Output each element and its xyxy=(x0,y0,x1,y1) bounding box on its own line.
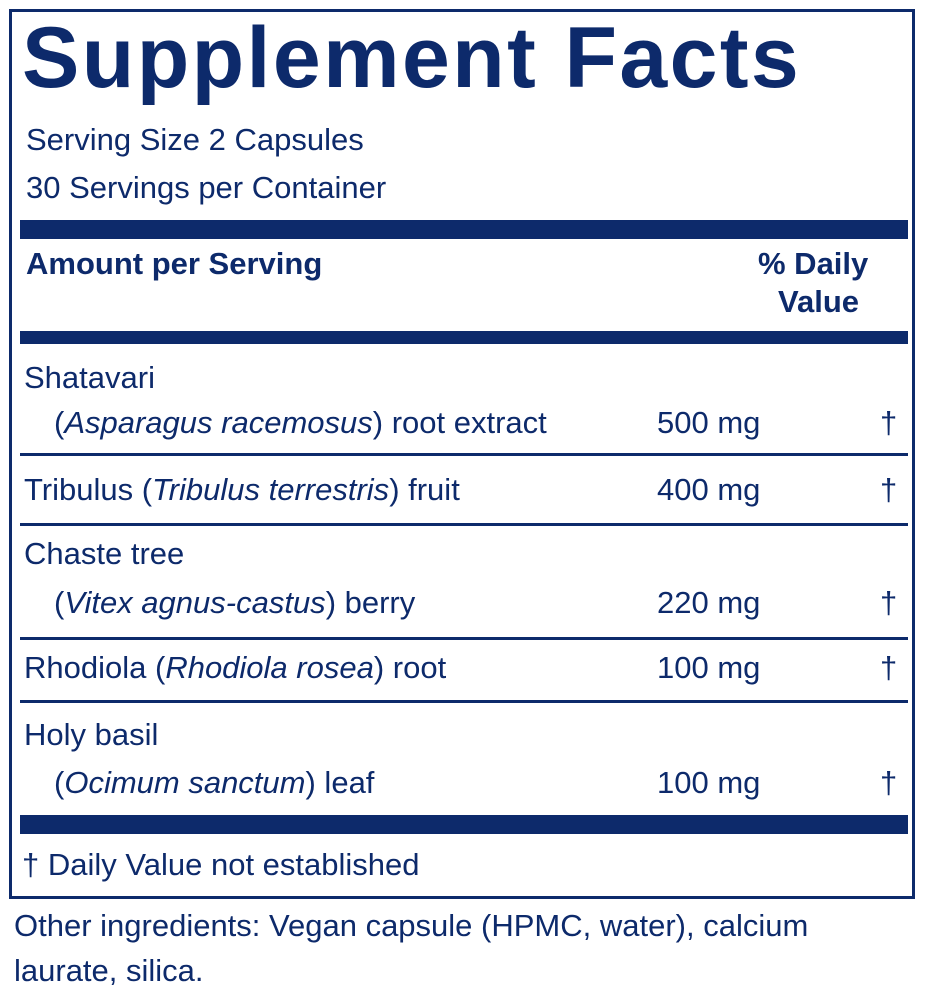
dagger-icon: † xyxy=(880,405,898,440)
divider-thick xyxy=(20,220,908,239)
ingredient-amount: 500 mg xyxy=(657,405,761,440)
other-ingredients-line2: laurate, silica. xyxy=(14,953,204,988)
ingredient-amount: 220 mg xyxy=(657,585,761,620)
dagger-icon: † xyxy=(880,585,898,620)
dagger-icon: † xyxy=(880,650,898,685)
footnote: † Daily Value not established xyxy=(22,847,420,882)
row-divider xyxy=(20,637,908,640)
ingredient-name: Rhodiola (Rhodiola rosea) root xyxy=(24,650,447,685)
ingredient-detail: (Vitex agnus-castus) berry xyxy=(54,585,416,620)
divider-thick xyxy=(20,815,908,834)
dagger-icon: † xyxy=(880,472,898,507)
amount-header: Amount per Serving xyxy=(26,246,323,281)
dv-header-line2: Value xyxy=(778,284,859,319)
ingredient-name: Tribulus (Tribulus terrestris) fruit xyxy=(24,472,460,507)
supplement-facts-panel xyxy=(9,9,915,899)
ingredient-detail: (Asparagus racemosus) root extract xyxy=(54,405,547,440)
dv-header-line1: % Daily xyxy=(758,246,869,281)
ingredient-amount: 100 mg xyxy=(657,650,761,685)
ingredient-detail: (Ocimum sanctum) leaf xyxy=(54,765,375,800)
panel-title: Supplement Facts xyxy=(22,10,802,106)
ingredient-name: Shatavari xyxy=(24,360,155,395)
other-ingredients-line1: Other ingredients: Vegan capsule (HPMC, … xyxy=(14,908,809,943)
dagger-icon: † xyxy=(880,765,898,800)
ingredient-amount: 400 mg xyxy=(657,472,761,507)
row-divider xyxy=(20,523,908,526)
row-divider xyxy=(20,700,908,703)
row-divider xyxy=(20,453,908,456)
servings-per-container: 30 Servings per Container xyxy=(26,170,387,205)
ingredient-name: Chaste tree xyxy=(24,536,185,571)
ingredient-amount: 100 mg xyxy=(657,765,761,800)
divider-medium xyxy=(20,331,908,344)
ingredient-name: Holy basil xyxy=(24,717,159,752)
serving-size: Serving Size 2 Capsules xyxy=(26,122,364,157)
